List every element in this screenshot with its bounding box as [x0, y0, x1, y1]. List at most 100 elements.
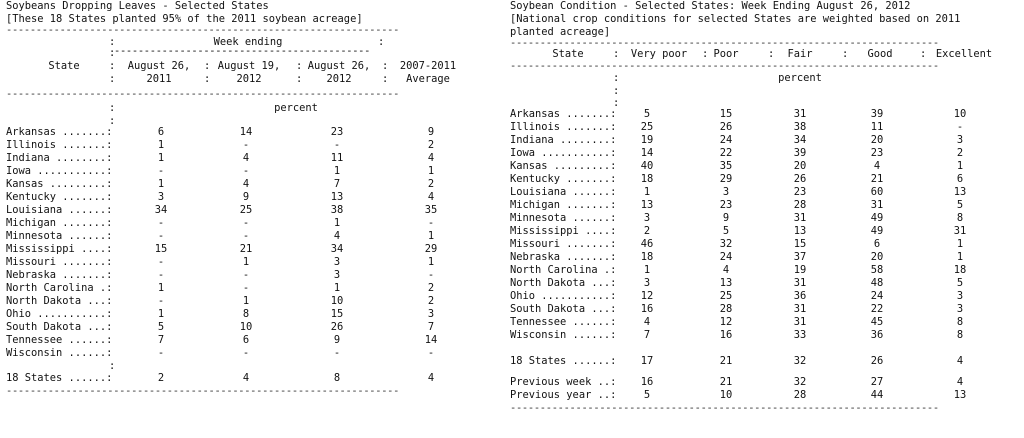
value-cell: 21 — [239, 243, 253, 255]
table-row: Kansas .........: 40 35 20 4 1 — [510, 160, 1018, 173]
table-row: Michigan .......: 13 23 28 31 5 — [510, 199, 1018, 212]
value-cell: 1 — [427, 256, 435, 268]
value-cell: 36 — [793, 290, 807, 302]
value-cell: 31 — [870, 199, 884, 211]
table-row: Indiana ........: 1 4 11 4 — [6, 152, 468, 165]
value-cell: 1 — [157, 178, 165, 190]
value-cell: 18 — [640, 251, 654, 263]
unit-row: : percent : : — [510, 70, 1018, 109]
value-cell: - — [427, 347, 435, 359]
value-cell: 31 — [793, 303, 807, 315]
value-cell: - — [157, 347, 165, 359]
table-row: Missouri .......: 46 32 15 6 1 — [510, 238, 1018, 251]
value-cell: 44 — [870, 389, 884, 401]
spacer-row — [510, 368, 1018, 376]
state-label: Ohio ...........: — [6, 308, 113, 320]
table-row: Previous year ..: 5 10 28 44 13 — [510, 389, 1018, 402]
table-row: Louisiana ......: 34 25 38 35 — [6, 204, 468, 217]
value-cell: 18 — [953, 264, 967, 276]
separator: : — [109, 360, 116, 372]
state-label: Kentucky .......: — [510, 173, 617, 185]
value-cell: 31 — [793, 316, 807, 328]
state-label: Nebraska .......: — [6, 269, 113, 281]
col-header-aug26-2011: August 26, — [127, 60, 191, 72]
table-row: Illinois .......: 1 - - 2 — [6, 139, 468, 152]
value-cell: 3 — [157, 191, 165, 203]
value-cell: 26 — [870, 355, 884, 367]
value-cell: 18 — [640, 173, 654, 185]
value-cell: 45 — [870, 316, 884, 328]
value-cell: 5 — [643, 389, 651, 401]
value-cell: 13 — [953, 186, 967, 198]
value-cell: 6 — [157, 126, 165, 138]
table-row: Arkansas .......: 5 15 31 39 10 — [510, 108, 1018, 121]
value-cell: 8 — [242, 308, 250, 320]
divider: ----------------------------------------… — [6, 26, 400, 34]
value-cell: - — [157, 230, 165, 242]
value-cell: 2 — [643, 225, 651, 237]
table-row: 18 States ......: 2 4 8 4 — [6, 372, 468, 385]
table-row: Ohio ...........: 1 8 15 3 — [6, 308, 468, 321]
separator: : — [702, 48, 709, 60]
dropping-leaves-table: Soybeans Dropping Leaves - Selected Stat… — [6, 0, 468, 395]
value-cell: 49 — [870, 225, 884, 237]
value-cell: 16 — [640, 376, 654, 388]
table-title: Soybeans Dropping Leaves - Selected Stat… — [6, 0, 269, 12]
col-header-aug26-2012: August 26, — [307, 60, 371, 72]
spacer-row — [510, 342, 1018, 355]
state-header: State — [48, 60, 80, 72]
state-label: Minnesota ......: — [510, 212, 617, 224]
value-cell: 8 — [956, 212, 964, 224]
table-row: Indiana ........: 19 24 34 20 3 — [510, 134, 1018, 147]
table-row: Wisconsin ......: - - - - — [6, 347, 468, 360]
value-cell: 3 — [956, 134, 964, 146]
value-cell: 48 — [870, 277, 884, 289]
value-cell: 9 — [722, 212, 730, 224]
value-cell: 3 — [722, 186, 730, 198]
value-cell: 24 — [719, 251, 733, 263]
separator: : — [109, 115, 116, 127]
table-row: Louisiana ......: 1 3 23 60 13 — [510, 186, 1018, 199]
separator: : — [842, 48, 849, 60]
value-cell: 40 — [640, 160, 654, 172]
value-cell: 22 — [719, 147, 733, 159]
value-cell: - — [427, 269, 435, 281]
separator: : — [613, 72, 620, 84]
state-rows: Arkansas .......: 5 15 31 39 10 Illinois .....… — [510, 108, 1018, 342]
sub-divider: ----------------------------------------… — [114, 45, 371, 57]
value-cell: 8 — [956, 316, 964, 328]
value-cell: 3 — [333, 256, 341, 268]
value-cell: 24 — [870, 290, 884, 302]
col-header-good: Good — [867, 48, 893, 60]
value-cell: 11 — [330, 152, 344, 164]
value-cell: 19 — [640, 134, 654, 146]
separator: : — [920, 48, 927, 60]
value-cell: 5 — [956, 277, 964, 289]
state-label: 18 States ......: — [510, 355, 617, 367]
week-ending-header: Week ending — [213, 36, 283, 48]
table-row: Mississippi ....: 15 21 34 29 — [6, 243, 468, 256]
value-cell: 7 — [643, 329, 651, 341]
table-row: Iowa ...........: - - 1 1 — [6, 165, 468, 178]
value-cell: 1 — [333, 282, 341, 294]
table-row: Arkansas .......: 6 14 23 9 — [6, 126, 468, 139]
table-row: Minnesota ......: 3 9 31 49 8 — [510, 212, 1018, 225]
value-cell: - — [242, 139, 250, 151]
value-cell: 15 — [154, 243, 168, 255]
table-row: Mississippi ....: 2 5 13 49 31 — [510, 225, 1018, 238]
value-cell: 1 — [427, 165, 435, 177]
condition-table: Soybean Condition - Selected States: Wee… — [510, 0, 1018, 412]
value-cell: 15 — [793, 238, 807, 250]
state-rows: Arkansas .......: 6 14 23 9 Illinois .......:… — [6, 126, 468, 360]
value-cell: - — [157, 256, 165, 268]
state-label: Wisconsin ......: — [6, 347, 113, 359]
divider: ----------------------------------------… — [510, 62, 939, 70]
value-cell: 2 — [427, 282, 435, 294]
table-row: Ohio ...........: 12 25 36 24 3 — [510, 290, 1018, 303]
table-row: Michigan .......: - - 1 - — [6, 217, 468, 230]
value-cell: 39 — [793, 147, 807, 159]
value-cell: 1 — [157, 139, 165, 151]
value-cell: 4 — [427, 191, 435, 203]
separator: : — [109, 47, 116, 59]
separator: : — [204, 73, 211, 85]
